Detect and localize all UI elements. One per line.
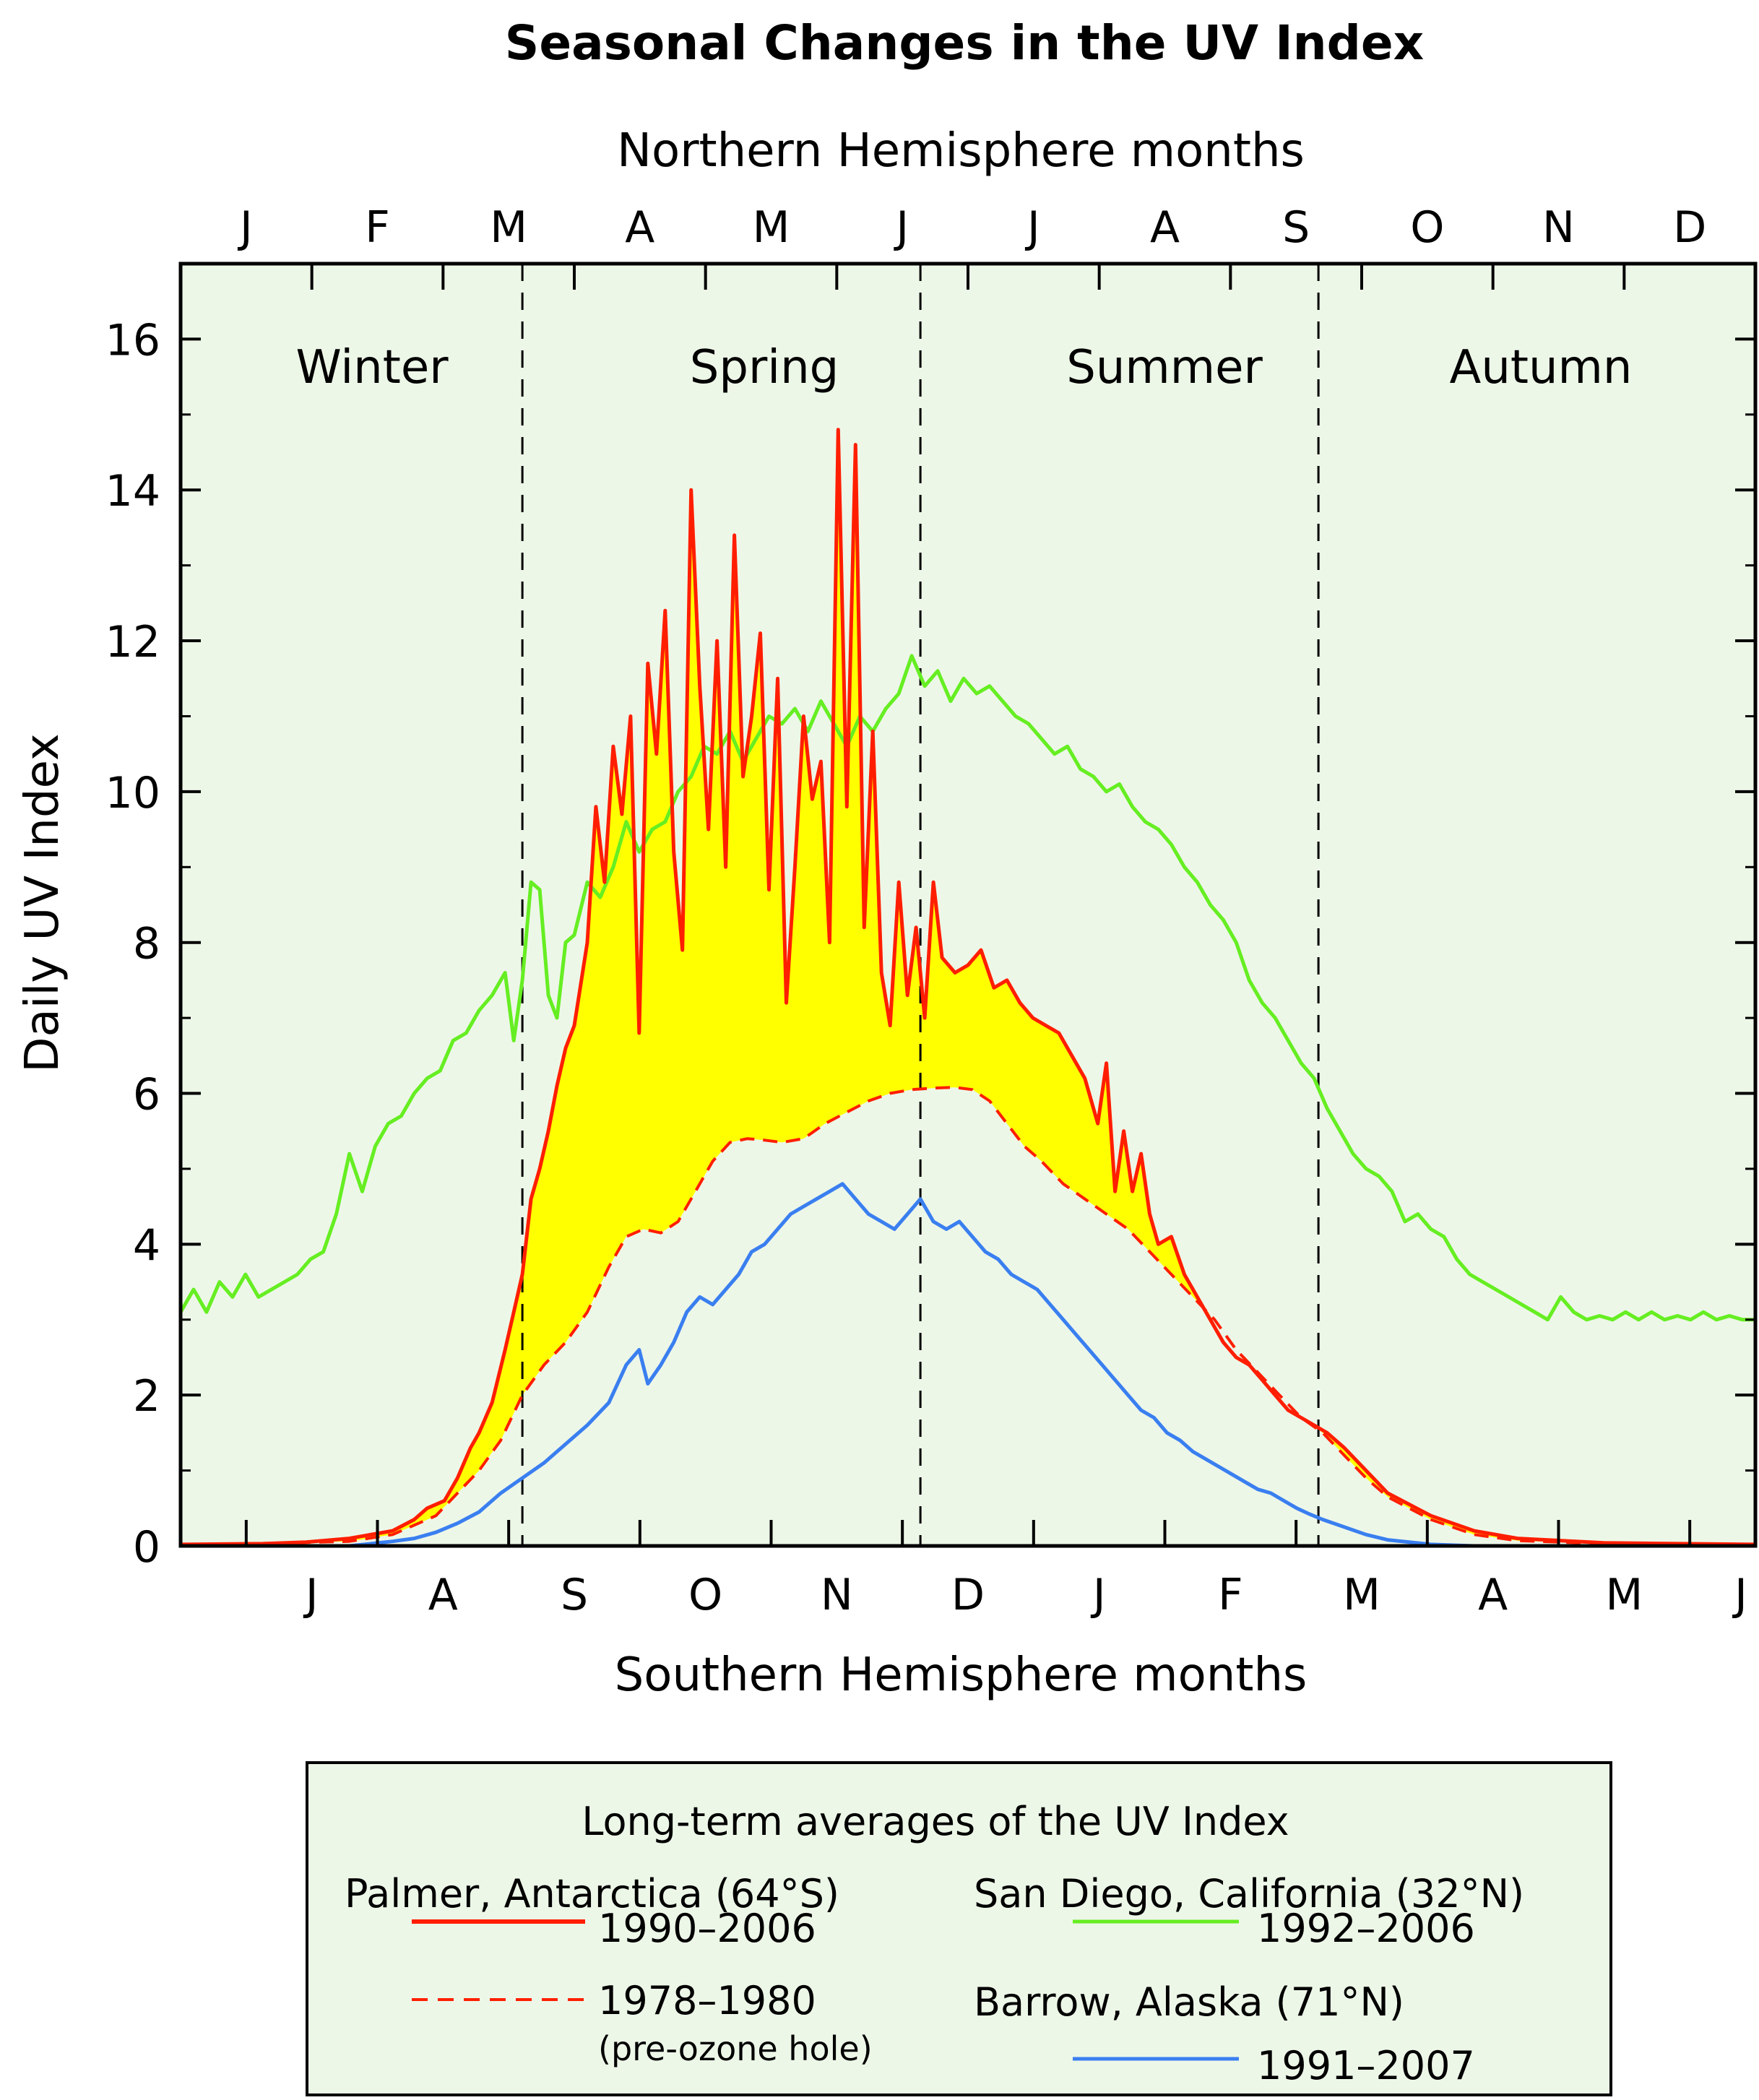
top-month-label: S [1282,202,1310,253]
legend-palmer-heading: Palmer, Antarctica (64°S) [345,1871,839,1917]
y-tick-label-4: 4 [133,1220,160,1271]
x-axis-label: Southern Hemisphere months [615,1649,1308,1702]
season-dividers [521,264,1320,1546]
top-axis-label: Northern Hemisphere months [617,124,1305,178]
legend-label-palmer-recent: 1990–2006 [598,1906,816,1951]
season-label-spring: Spring [690,341,839,394]
bottom-month-label: A [428,1570,458,1620]
bottom-month-label: J [1732,1570,1747,1620]
bottom-month-label: J [303,1570,319,1620]
legend-label-barrow: 1991–2007 [1257,2043,1475,2088]
legend-box [306,1761,1612,2096]
legend-label-palmer-pre: 1978–1980 [598,1978,816,2023]
bottom-month-label: O [688,1570,722,1620]
bottom-month-label: D [951,1570,985,1620]
series-line-3 [178,654,1755,1322]
bottom-month-label: N [821,1570,853,1620]
top-month-label: D [1673,202,1706,253]
top-month-label: N [1542,202,1575,253]
bottom-month-label: S [561,1570,588,1620]
top-month-label: A [1150,202,1180,253]
top-month-label: A [625,202,654,253]
season-label-winter: Winter [296,341,449,394]
y-tick-label-10: 10 [105,768,160,818]
bottom-month-label: A [1478,1570,1508,1620]
series-line-4 [349,1182,1474,1548]
y-axis-label: Daily UV Index [16,733,69,1072]
bottom-month-label: M [1343,1570,1380,1620]
top-month-label: F [365,202,390,253]
x-axis: J F M A M J J A S O N D J A S O N D J F M A M J [179,202,1757,1620]
series-line-1 [180,428,1756,1547]
legend: Long-term averages of the UV Index Palme… [306,1761,1612,2096]
legend-label-palmer-pre-note: (pre-ozone hole) [598,2029,873,2068]
top-month-label: J [237,202,253,253]
plot-area [181,264,1755,1546]
legend-sandiego-heading: San Diego, California (32°N) [974,1871,1524,1917]
y-tick-label-2: 2 [133,1371,160,1422]
legend-label-sandiego: 1992–2006 [1257,1906,1475,1951]
bottom-month-label: J [1090,1570,1106,1620]
bottom-month-label: M [1605,1570,1643,1620]
bottom-month-label: F [1218,1570,1243,1620]
y-tick-label-0: 0 [133,1522,160,1573]
top-month-label: O [1410,202,1444,253]
legend-title: Long-term averages of the UV Index [582,1799,1289,1844]
season-label-autumn: Autumn [1450,341,1633,394]
ozone-loss-shaded-area [181,429,1755,1546]
y-tick-label-16: 16 [105,315,160,366]
y-tick-label-14: 14 [105,466,160,517]
series-layer [178,428,1756,1548]
top-month-label: M [490,202,527,253]
y-axis: 0 2 4 6 8 10 12 14 16 [105,315,1755,1573]
y-tick-label-8: 8 [133,919,160,969]
top-month-label: M [753,202,790,253]
ozone-loss-shading [181,429,1755,1546]
season-label-summer: Summer [1066,341,1263,394]
top-month-label: J [1024,202,1040,253]
y-tick-label-6: 6 [133,1070,160,1120]
legend-barrow-heading: Barrow, Alaska (71°N) [974,1979,1404,2025]
chart-title: Seasonal Changes in the UV Index [505,15,1424,71]
top-month-label: J [893,202,909,253]
y-tick-label-12: 12 [105,617,160,667]
